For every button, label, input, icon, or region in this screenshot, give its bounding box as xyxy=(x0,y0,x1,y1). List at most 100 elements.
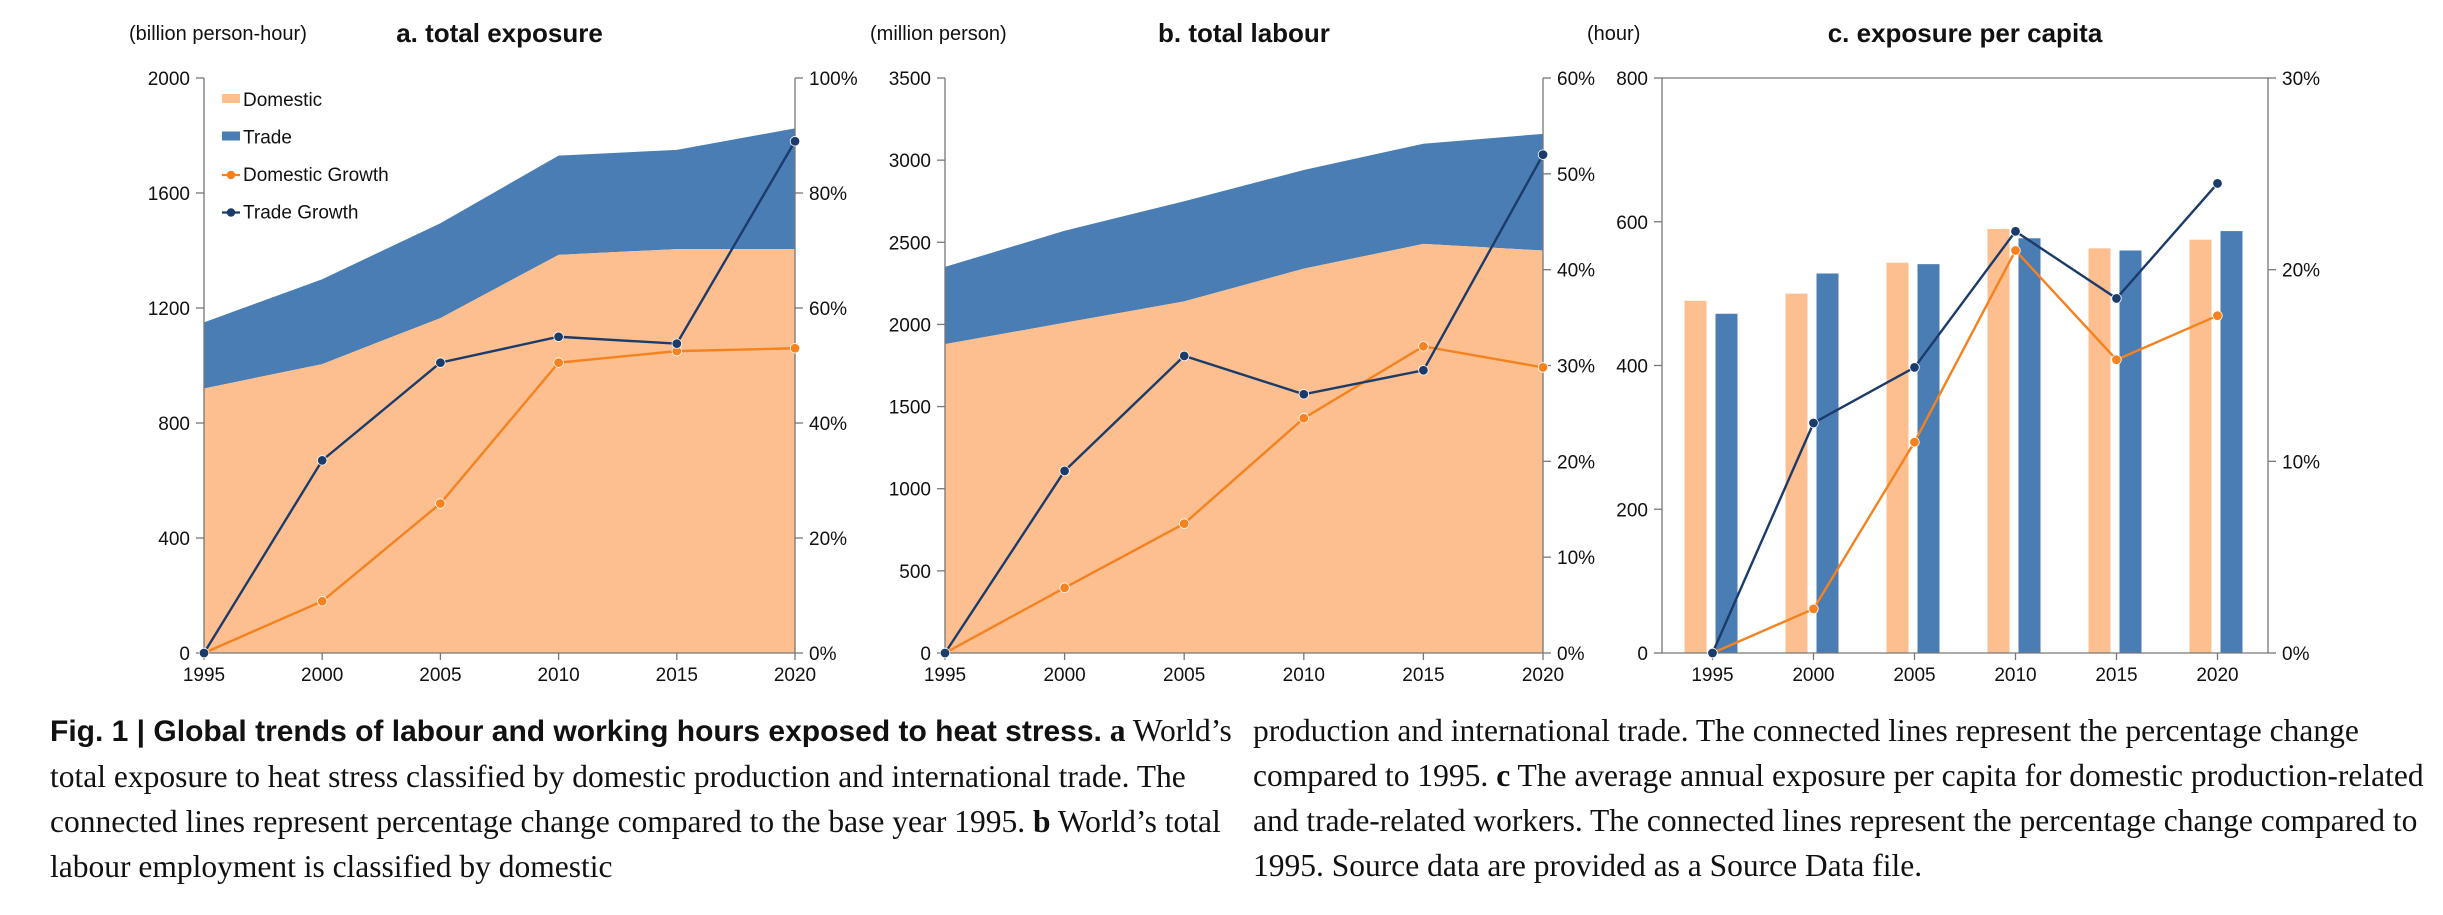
chart-title: c. exposure per capita xyxy=(1828,18,2103,48)
y-tick-label: 1600 xyxy=(148,184,190,205)
y2-tick-label: 100% xyxy=(809,69,858,90)
trade-bar xyxy=(2018,238,2041,653)
y-tick-label: 1500 xyxy=(889,398,931,419)
x-tick-label: 2005 xyxy=(419,665,461,686)
x-tick-label: 2015 xyxy=(2095,665,2137,686)
domestic-growth-point xyxy=(2212,310,2223,321)
domestic-bar xyxy=(2088,248,2111,653)
domestic-growth-point xyxy=(1808,603,1819,615)
domestic-growth-point xyxy=(789,343,801,354)
domestic-growth-line xyxy=(944,345,1544,655)
trade-growth-point xyxy=(939,647,951,659)
chart-title: a. total exposure xyxy=(396,18,603,48)
y-tick-label: 2000 xyxy=(148,69,190,90)
trade-growth-line xyxy=(202,140,797,654)
x-tick-label: 2020 xyxy=(774,665,816,686)
trade-area xyxy=(945,133,1543,345)
y-axis-unit-label: (million person) xyxy=(870,23,1007,45)
y2-tick-label: 20% xyxy=(809,529,847,550)
caption-a-label: a xyxy=(1109,713,1126,748)
domestic-growth-point xyxy=(435,498,446,509)
caption-a-text: World’s total exposure to heat stress cl… xyxy=(50,713,1232,839)
trade-growth-point xyxy=(435,357,446,368)
domestic-growth-point xyxy=(1909,436,1920,448)
trade-growth-point xyxy=(1707,647,1718,659)
caption-c-label: c xyxy=(1496,758,1511,793)
x-tick-label: 2000 xyxy=(1043,665,1085,686)
domestic-growth-point xyxy=(317,596,328,607)
y2-tick-label: 60% xyxy=(809,299,847,320)
y2-tick-label: 40% xyxy=(809,414,847,435)
domestic-growth-line xyxy=(203,347,796,655)
x-tick-label: 2005 xyxy=(1893,665,1935,686)
trade-growth-point xyxy=(198,647,210,659)
y-tick-label: 400 xyxy=(1616,357,1648,378)
y-tick-label: 1000 xyxy=(889,480,931,501)
y-tick-label: 2500 xyxy=(889,233,931,254)
trade-growth-point xyxy=(671,338,683,349)
legend-label: Trade Growth xyxy=(243,203,358,224)
x-tick-label: 1995 xyxy=(924,665,966,686)
legend-marker-domestic-growth xyxy=(226,170,236,180)
x-tick-label: 2000 xyxy=(301,665,343,686)
trade-growth-line xyxy=(943,154,1545,654)
legend-label: Domestic Growth xyxy=(243,165,389,186)
y2-tick-label: 0% xyxy=(809,644,837,665)
x-tick-label: 2020 xyxy=(2196,665,2238,686)
y2-tick-label: 30% xyxy=(1557,357,1595,378)
caption-b-label: b xyxy=(1033,804,1051,839)
domestic-growth-point xyxy=(1537,362,1549,373)
y2-tick-label: 40% xyxy=(1557,261,1595,282)
y-axis-unit-label: (hour) xyxy=(1587,23,1640,45)
y2-tick-label: 10% xyxy=(1557,548,1595,569)
trade-growth-point xyxy=(789,136,801,147)
x-tick-label: 1995 xyxy=(1691,665,1733,686)
x-tick-label: 2010 xyxy=(1283,665,1325,686)
y-tick-label: 0 xyxy=(179,644,190,665)
trade-growth-point xyxy=(1298,389,1310,400)
y-tick-label: 600 xyxy=(1616,213,1648,234)
y-tick-label: 200 xyxy=(1616,500,1648,521)
x-tick-label: 1995 xyxy=(183,665,225,686)
y-tick-label: 500 xyxy=(899,562,931,583)
domestic-growth-point xyxy=(1418,341,1429,352)
domestic-bar xyxy=(1987,228,2010,653)
legend-swatch-domestic xyxy=(222,94,240,103)
domestic-growth-point xyxy=(1298,413,1310,424)
legend-label: Domestic xyxy=(243,90,322,111)
trade-growth-point xyxy=(1418,365,1429,376)
domestic-bar xyxy=(1785,293,1808,653)
trade-growth-point xyxy=(1059,465,1070,477)
y-tick-label: 800 xyxy=(1616,69,1648,90)
domestic-growth-point xyxy=(2111,354,2122,365)
x-tick-label: 2010 xyxy=(1994,665,2036,686)
x-tick-label: 2005 xyxy=(1163,665,1205,686)
trade-bar xyxy=(1715,313,1738,653)
caption-title: Fig. 1 | Global trends of labour and wor… xyxy=(50,715,1102,748)
trade-growth-point xyxy=(2212,178,2223,189)
x-tick-label: 2020 xyxy=(1522,665,1564,686)
trade-bar xyxy=(2119,250,2142,653)
domestic-growth-point xyxy=(2010,245,2021,256)
trade-bar xyxy=(1917,264,1940,653)
trade-growth-point xyxy=(1909,362,1920,373)
domestic-growth-point xyxy=(553,357,564,368)
domestic-bar xyxy=(1684,300,1707,653)
domestic-area xyxy=(945,243,1543,653)
y-axis-unit-label: (billion person-hour) xyxy=(129,23,307,45)
figure-charts: 04008001200160020000%20%40%60%80%100%199… xyxy=(129,18,2320,686)
legend-label: Trade xyxy=(243,128,292,149)
y-tick-label: 1200 xyxy=(148,299,190,320)
trade-growth-point xyxy=(1808,417,1819,429)
trade-bar xyxy=(1816,273,1839,653)
trade-area xyxy=(204,128,795,389)
caption-c-text: The average annual exposure per capita f… xyxy=(1253,758,2424,883)
x-tick-label: 2000 xyxy=(1792,665,1834,686)
domestic-bar xyxy=(2189,239,2212,653)
trade-growth-point xyxy=(553,331,564,342)
y-tick-label: 400 xyxy=(158,529,190,550)
x-tick-label: 2015 xyxy=(1402,665,1444,686)
y2-tick-label: 10% xyxy=(2282,452,2320,473)
y-tick-label: 2000 xyxy=(889,315,931,336)
trade-growth-point xyxy=(317,455,328,466)
